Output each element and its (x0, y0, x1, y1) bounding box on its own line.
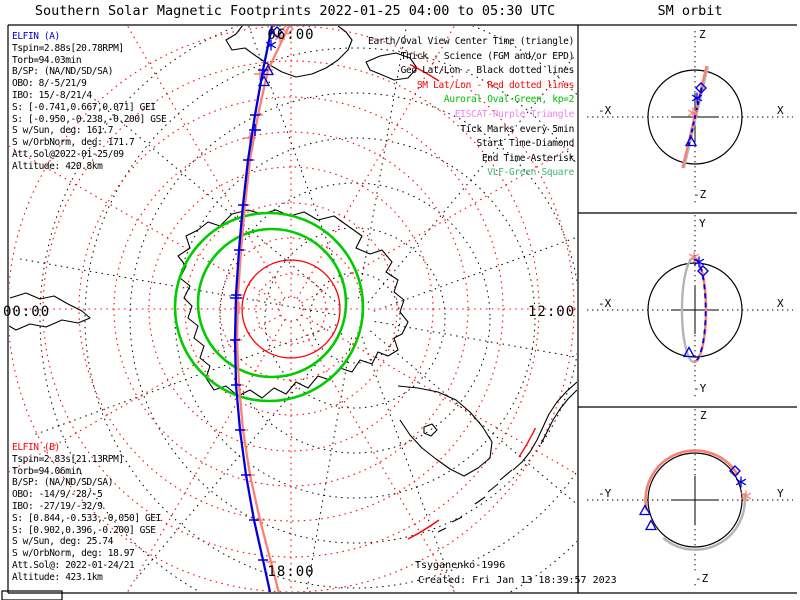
axis-label: Y (776, 487, 785, 500)
info-line: B/SP: (NA/ND/SD/SA) (12, 477, 114, 489)
info-line: OBO: 8/-5/21/9 (12, 78, 87, 90)
info-line: Tspin=2.88s[20.78RPM] (12, 42, 124, 54)
coast-islands-chain (437, 469, 513, 533)
mlt-label-right: 12:00 (528, 304, 576, 320)
elfin-a-info: ELFIN (A) Tspin=2.88s[20.78RPM] Torb=94.… (12, 31, 167, 173)
info-line: OBO: -14/9/-28/-5 (12, 489, 103, 501)
orbit-panel-yz (587, 409, 793, 589)
info-line: Altitude: 423.1km (12, 571, 103, 583)
info-line: S w/OrbNorm, deg: 18.97 (12, 548, 135, 560)
map-legend: Earth/Oval View Center Time (triangle) T… (314, 35, 574, 181)
axis-label: Y (698, 217, 707, 230)
coast-left (9, 292, 91, 331)
axis-label: X (776, 297, 785, 310)
coast-south-america (512, 381, 577, 471)
corner-box (1, 590, 63, 600)
mlt-label-left: 00:00 (3, 304, 51, 320)
info-line: Tspin=2.83s[21.13RPM] (12, 453, 124, 465)
legend-line: SM Lat/Lon - Red dotted lines (416, 79, 574, 91)
panel-borders (1, 24, 797, 600)
legend-line: Auroral Oval-Green, kp=2 (443, 94, 574, 106)
page-title: Southern Solar Magnetic Footprints 2022-… (34, 3, 556, 19)
info-line: IBO: 15/-8/21/4 (12, 89, 92, 101)
info-line: S w/Sun, deg: 161.7 (12, 125, 114, 137)
legend-line: EISCAT-Purple Triangle (454, 108, 575, 120)
axis-label: -Y (597, 487, 613, 500)
axis-label: -X (597, 297, 613, 310)
legend-line: VLF-Green Square (487, 167, 574, 179)
orbit-panel-xz (587, 31, 793, 206)
axis-label: Z (699, 409, 708, 422)
coast-south-america-2 (540, 389, 577, 445)
elfin-b-track (232, 26, 294, 592)
axis-label: -Z (694, 572, 710, 585)
auroral-oval (173, 211, 365, 403)
model-label: Tsyganenko-1996 (415, 560, 506, 571)
polar-map (9, 26, 577, 592)
axis-label: -Y (692, 382, 708, 395)
info-line: Torb=94.03min (12, 54, 82, 66)
elfin-a-track (230, 26, 283, 592)
info-line: Torb=94.06min (12, 465, 82, 477)
orbit-panel-xy (587, 215, 793, 398)
oval-view-circle (241, 259, 341, 359)
axis-label: X (776, 104, 785, 117)
mlt-label-bottom: 18:00 (267, 564, 315, 580)
coast-antarctica (177, 209, 409, 399)
legend-line: End Time-Asterisk (481, 152, 574, 164)
axis-label: -Z (692, 188, 708, 201)
info-line: Att.Sol@: 2022-01-24/21 (12, 559, 135, 571)
info-line: S: [0.844,-0.533,-0.050] GEI (12, 512, 161, 524)
legend-line: Tick Marks every 5min (460, 123, 574, 135)
info-line: IBO: -27/19/-32/9 (12, 500, 103, 512)
elfin-b-info: ELFIN (B) Tspin=2.83s[21.13RPM] Torb=94.… (12, 442, 161, 584)
axis-label: Z (698, 28, 707, 41)
geo-grid (20, 26, 577, 592)
elfin-b-title: ELFIN (B) (12, 442, 60, 453)
sm-orbit-title: SM orbit (657, 3, 723, 19)
coast-newzealand (365, 52, 418, 81)
elfin-a-title: ELFIN (A) (12, 31, 60, 42)
legend-line: Earth/Oval View Center Time (triangle) (368, 36, 574, 47)
info-line: S: [0.902,0.396,-0.200] GSE (12, 524, 156, 536)
info-line: S: [-0.741,0.667,0.071] GEI (12, 101, 156, 113)
coast-island-small (423, 423, 438, 437)
coast-antarctica-east (397, 385, 493, 477)
info-line: B/SP: (NA/ND/SD/SA) (12, 66, 114, 78)
red-solid-features (241, 63, 537, 540)
legend-line: Geo Lat/Lon - Black dotted lines (400, 65, 575, 77)
legend-line: Start Time-Diamond (476, 138, 574, 150)
info-line: Att.Sol@2022-01-25/09 (12, 148, 124, 160)
info-line: S w/OrbNorm, deg: 171.7 (12, 137, 135, 149)
info-line: S: [-0.950,-0.238,-0.200] GSE (12, 113, 167, 125)
mlt-label-top: 06:00 (267, 27, 315, 43)
info-line: S w/Sun, deg: 25.74 (12, 536, 114, 548)
legend-line: Thick - Science (FGM and/or EPD) (400, 50, 575, 62)
axis-label: -X (597, 104, 613, 117)
info-line: Altitude: 420.8km (12, 160, 103, 172)
created-label: Created: Fri Jan 13 18:39:57 2023 (418, 575, 617, 586)
coast-australia (225, 26, 353, 78)
